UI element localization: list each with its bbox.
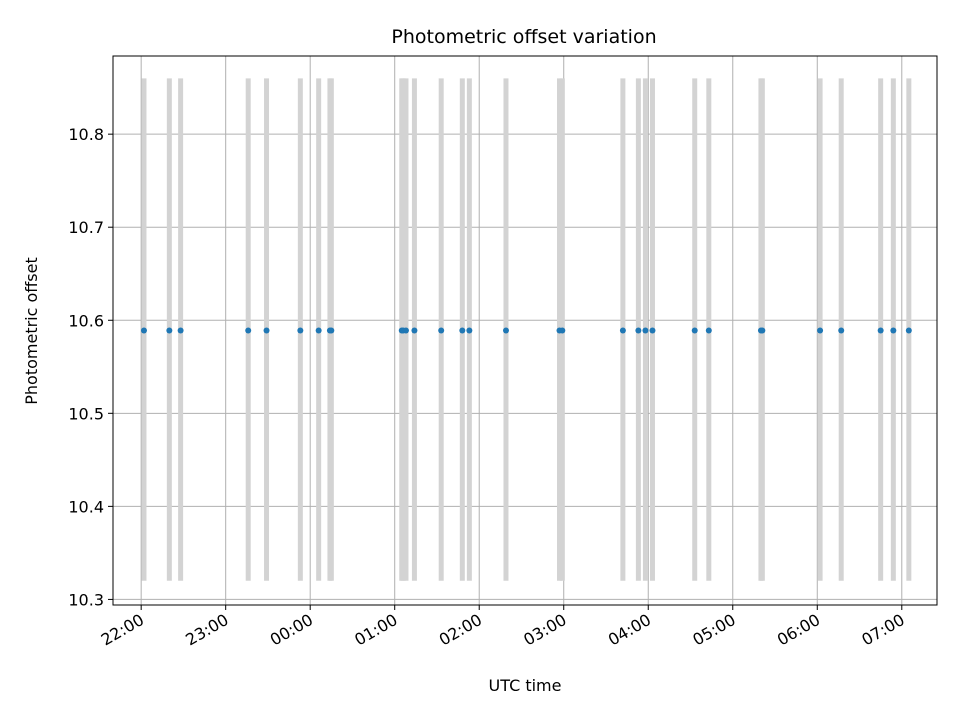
x-tick-label: 01:00 <box>351 610 400 650</box>
grid <box>113 56 937 605</box>
y-tick-label: 10.5 <box>68 404 104 423</box>
data-point <box>817 327 824 334</box>
data-point <box>619 327 626 334</box>
data-points <box>140 327 912 334</box>
y-tick-label: 10.8 <box>68 125 104 144</box>
x-tick-label: 02:00 <box>436 610 485 650</box>
data-point <box>691 327 698 334</box>
data-point <box>905 327 912 334</box>
x-tick-label: 03:00 <box>520 610 569 650</box>
data-point <box>649 327 656 334</box>
data-point <box>502 327 509 334</box>
x-axis-label: UTC time <box>489 676 562 695</box>
x-tick-label: 23:00 <box>182 610 231 650</box>
data-point <box>177 327 184 334</box>
data-point <box>838 327 845 334</box>
data-point <box>466 327 473 334</box>
data-point <box>890 327 897 334</box>
vertical-bands <box>141 78 912 581</box>
chart-title: Photometric offset variation <box>391 26 656 48</box>
data-point <box>328 327 335 334</box>
x-tick-label: 06:00 <box>774 610 823 650</box>
data-point <box>559 327 566 334</box>
data-point <box>759 327 766 334</box>
data-point <box>459 327 466 334</box>
x-tick-label: 00:00 <box>267 610 316 650</box>
ticks: 10.3 10.4 10.5 10.6 10.7 10.8 22:00 23:00 00:00 0… <box>68 125 907 649</box>
data-point <box>642 327 649 334</box>
data-point <box>705 327 712 334</box>
y-tick-label: 10.6 <box>68 311 104 330</box>
data-point <box>635 327 642 334</box>
data-point <box>140 327 147 334</box>
y-tick-label: 10.3 <box>68 590 104 609</box>
data-point <box>877 327 884 334</box>
data-point <box>438 327 445 334</box>
data-point <box>297 327 304 334</box>
y-tick-label: 10.7 <box>68 218 104 237</box>
x-tick-label: 07:00 <box>858 610 907 650</box>
y-tick-label: 10.4 <box>68 497 104 516</box>
x-tick-label: 22:00 <box>98 610 147 650</box>
data-point <box>245 327 252 334</box>
data-point <box>315 327 322 334</box>
data-point <box>402 327 409 334</box>
x-tick-label: 04:00 <box>605 610 654 650</box>
y-axis-label: Photometric offset <box>22 257 41 405</box>
plot-frame <box>112 55 938 606</box>
x-tick-label: 05:00 <box>689 610 738 650</box>
data-point <box>411 327 418 334</box>
data-point <box>263 327 270 334</box>
data-point <box>166 327 173 334</box>
